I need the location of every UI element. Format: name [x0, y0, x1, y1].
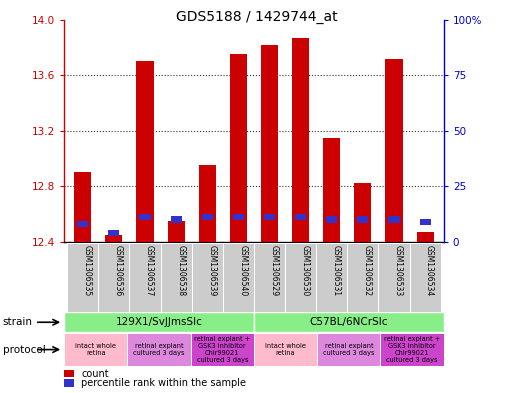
Bar [98, 243, 129, 312]
Bar [379, 243, 409, 312]
Text: GSM1306533: GSM1306533 [394, 245, 403, 296]
Bar [354, 184, 371, 242]
Bar [136, 61, 153, 242]
Bar [254, 333, 317, 366]
Bar [64, 312, 254, 332]
Text: percentile rank within the sample: percentile rank within the sample [81, 378, 246, 388]
Bar [417, 232, 433, 242]
Text: retinal explant
cultured 3 days: retinal explant cultured 3 days [133, 343, 185, 356]
Bar [140, 214, 151, 220]
Text: GSM1306534: GSM1306534 [425, 245, 434, 296]
Bar [292, 38, 309, 242]
Bar [420, 219, 430, 225]
Bar [171, 217, 182, 222]
Bar [388, 217, 400, 222]
Bar [326, 217, 337, 222]
Text: GSM1306539: GSM1306539 [207, 245, 216, 296]
Text: C57BL/6NCrSlc: C57BL/6NCrSlc [309, 317, 388, 327]
Bar [64, 369, 74, 377]
Bar [254, 312, 444, 332]
Text: GSM1306531: GSM1306531 [332, 245, 341, 296]
Bar [323, 138, 340, 242]
Bar [264, 214, 275, 220]
Bar [233, 214, 244, 220]
Bar [295, 214, 306, 220]
Bar [168, 221, 185, 242]
Text: intact whole
retina: intact whole retina [265, 343, 306, 356]
Bar [199, 165, 216, 242]
Bar [202, 214, 213, 220]
Text: GSM1306532: GSM1306532 [363, 245, 372, 296]
Bar [347, 243, 379, 312]
Text: GSM1306537: GSM1306537 [145, 245, 154, 296]
Bar [64, 379, 74, 387]
Bar [317, 333, 381, 366]
Text: strain: strain [3, 317, 32, 327]
Bar [127, 333, 191, 366]
Text: retinal explant +
GSK3 inhibitor
Chir99021
cultured 3 days: retinal explant + GSK3 inhibitor Chir990… [384, 336, 440, 363]
Text: GSM1306530: GSM1306530 [301, 245, 310, 296]
Bar [357, 217, 368, 222]
Bar [191, 333, 254, 366]
Text: GSM1306538: GSM1306538 [176, 245, 185, 296]
Text: GSM1306536: GSM1306536 [114, 245, 123, 296]
Bar [285, 243, 316, 312]
Bar [385, 59, 403, 242]
Text: 129X1/SvJJmsSlc: 129X1/SvJJmsSlc [115, 317, 203, 327]
Bar [105, 235, 123, 242]
Text: GSM1306529: GSM1306529 [269, 245, 279, 296]
Bar [254, 243, 285, 312]
Text: intact whole
retina: intact whole retina [75, 343, 116, 356]
Bar [223, 243, 254, 312]
Bar [230, 54, 247, 242]
Text: GSM1306540: GSM1306540 [239, 245, 247, 296]
Bar [64, 333, 127, 366]
Bar [409, 243, 441, 312]
Bar [192, 243, 223, 312]
Bar [261, 45, 278, 242]
Text: GSM1306535: GSM1306535 [83, 245, 92, 296]
Text: retinal explant +
GSK3 inhibitor
Chir99021
cultured 3 days: retinal explant + GSK3 inhibitor Chir990… [194, 336, 250, 363]
Bar [381, 333, 444, 366]
Bar [108, 230, 120, 236]
Bar [316, 243, 347, 312]
Text: GDS5188 / 1429744_at: GDS5188 / 1429744_at [175, 10, 338, 24]
Text: retinal explant
cultured 3 days: retinal explant cultured 3 days [323, 343, 374, 356]
Bar [77, 221, 88, 227]
Text: count: count [81, 369, 109, 378]
Bar [161, 243, 192, 312]
Bar [67, 243, 98, 312]
Bar [129, 243, 161, 312]
Text: protocol: protocol [3, 345, 45, 354]
Bar [74, 172, 91, 242]
